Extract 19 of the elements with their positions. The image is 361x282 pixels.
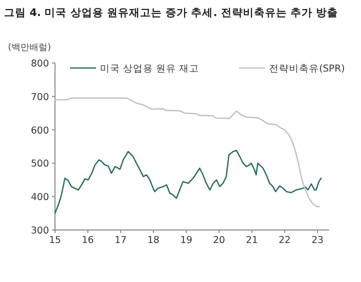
x-tick-label: 16 [82,235,94,246]
y-tick-label: 300 [30,226,49,236]
x-tick-label: 19 [180,235,192,246]
chart-title: 그림 4. 미국 상업용 원유재고는 증가 추세. 전략비축유는 추가 방출 [4,7,338,19]
y-axis-title: (백만배럴) [8,43,52,53]
legend-label: 전략비축유(SPR) [269,64,345,74]
y-tick-label: 500 [30,158,49,170]
y-tick-label: 400 [30,192,49,204]
x-tick-label: 20 [213,235,226,246]
x-tick-label: 22 [278,235,291,246]
y-tick-label: 600 [30,125,49,136]
x-tick-label: 18 [147,235,160,246]
x-tick-label: 21 [246,235,258,246]
x-tick-label: 23 [311,235,324,246]
x-tick-label: 15 [48,235,62,246]
y-tick-label: 700 [30,92,49,103]
legend-label: 미국 상업용 원유 재고 [100,64,200,74]
x-tick-label: 17 [114,235,127,246]
y-tick-label: 800 [30,58,49,70]
